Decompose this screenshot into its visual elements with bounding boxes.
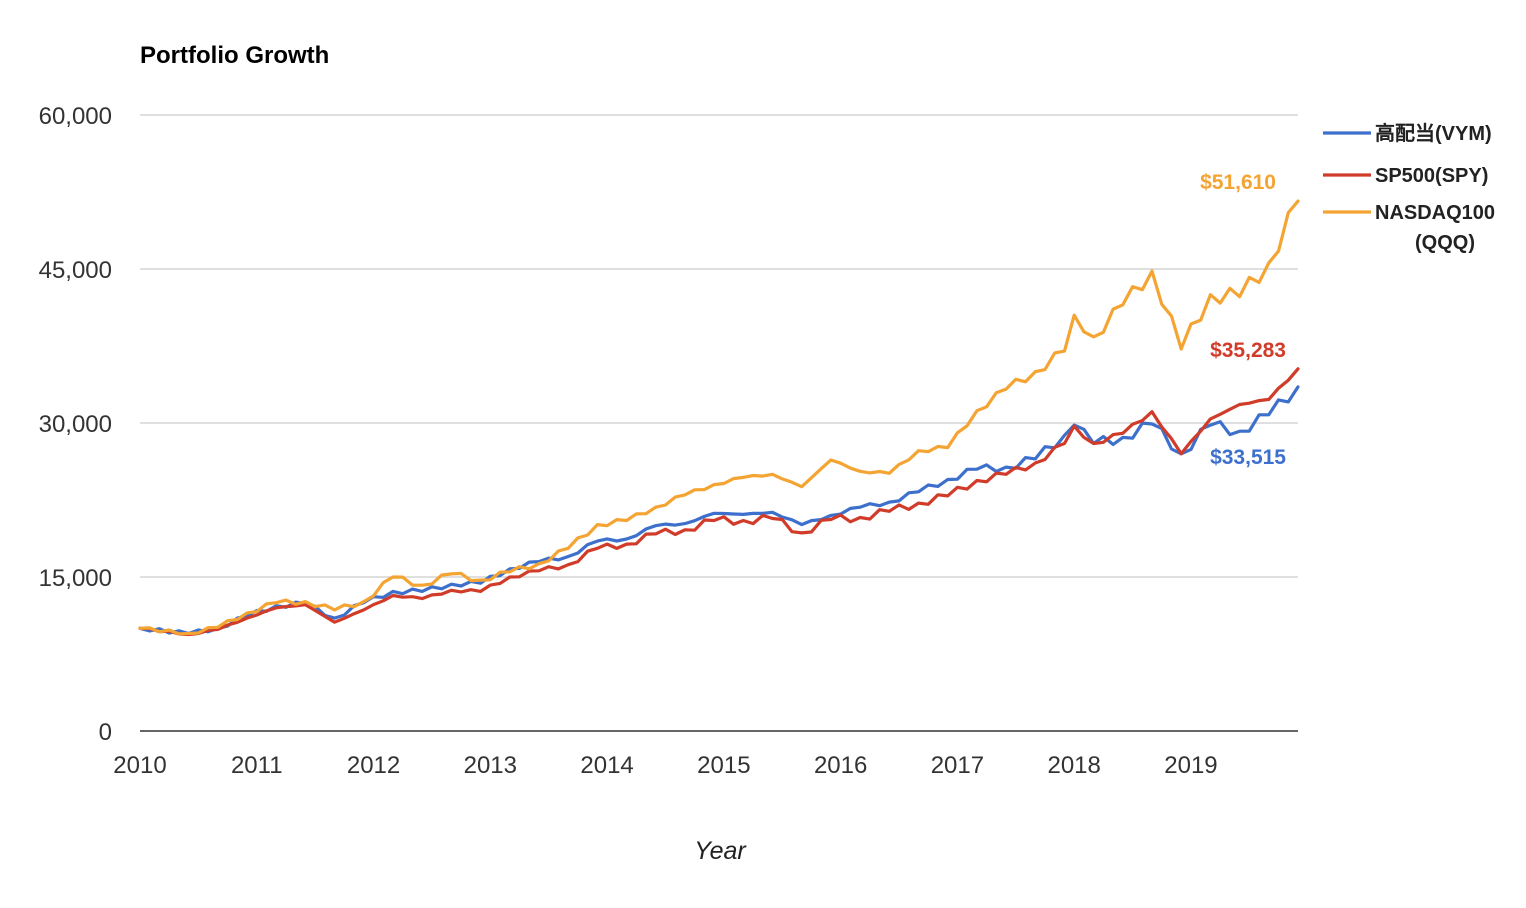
y-tick-label: 60,000 (39, 103, 112, 130)
legend[interactable]: 高配当(VYM) SP500(SPY) NASDAQ100 (QQQ) (1323, 121, 1495, 254)
gridlines (140, 114, 1298, 732)
x-tick-label: 2012 (347, 752, 400, 779)
y-tick-label: 0 (99, 719, 112, 746)
legend-label: (QQQ) (1415, 232, 1475, 254)
series-line-3 (138, 199, 1300, 636)
x-tick-label: 2015 (697, 752, 750, 779)
x-axis-title: Year (694, 837, 747, 865)
x-tick-label: 2016 (814, 752, 867, 779)
legend-label: 高配当(VYM) (1375, 121, 1492, 145)
x-tick-label: 2018 (1047, 752, 1100, 779)
end-value-label: $35,283 (1210, 339, 1286, 362)
legend-label: SP500(SPY) (1375, 165, 1488, 187)
x-tick-label: 2011 (231, 752, 283, 779)
x-tick-label: 2019 (1164, 752, 1217, 779)
y-tick-label: 30,000 (39, 411, 112, 438)
series-lines (138, 199, 1300, 637)
legend-label: NASDAQ100 (1375, 202, 1495, 224)
end-value-label: $51,610 (1200, 171, 1276, 194)
end-value-label: $33,515 (1210, 446, 1286, 469)
series-line-1 (138, 385, 1300, 636)
x-tick-label: 2014 (580, 752, 633, 779)
y-axis-ticks: 0 15,000 30,000 45,000 60,000 (39, 103, 112, 746)
y-tick-label: 15,000 (39, 565, 112, 592)
x-tick-label: 2010 (113, 752, 166, 779)
x-tick-label: 2017 (931, 752, 984, 779)
series-line-2 (138, 367, 1300, 637)
end-value-labels: $33,515 $35,283 $51,610 (1200, 171, 1286, 469)
x-tick-label: 2013 (464, 752, 517, 779)
chart-title: Portfolio Growth (140, 42, 329, 69)
x-axis-ticks: 2010 2011 2012 2013 2014 2015 2016 2017 2018 2019 (113, 752, 1217, 779)
y-tick-label: 45,000 (39, 257, 112, 284)
